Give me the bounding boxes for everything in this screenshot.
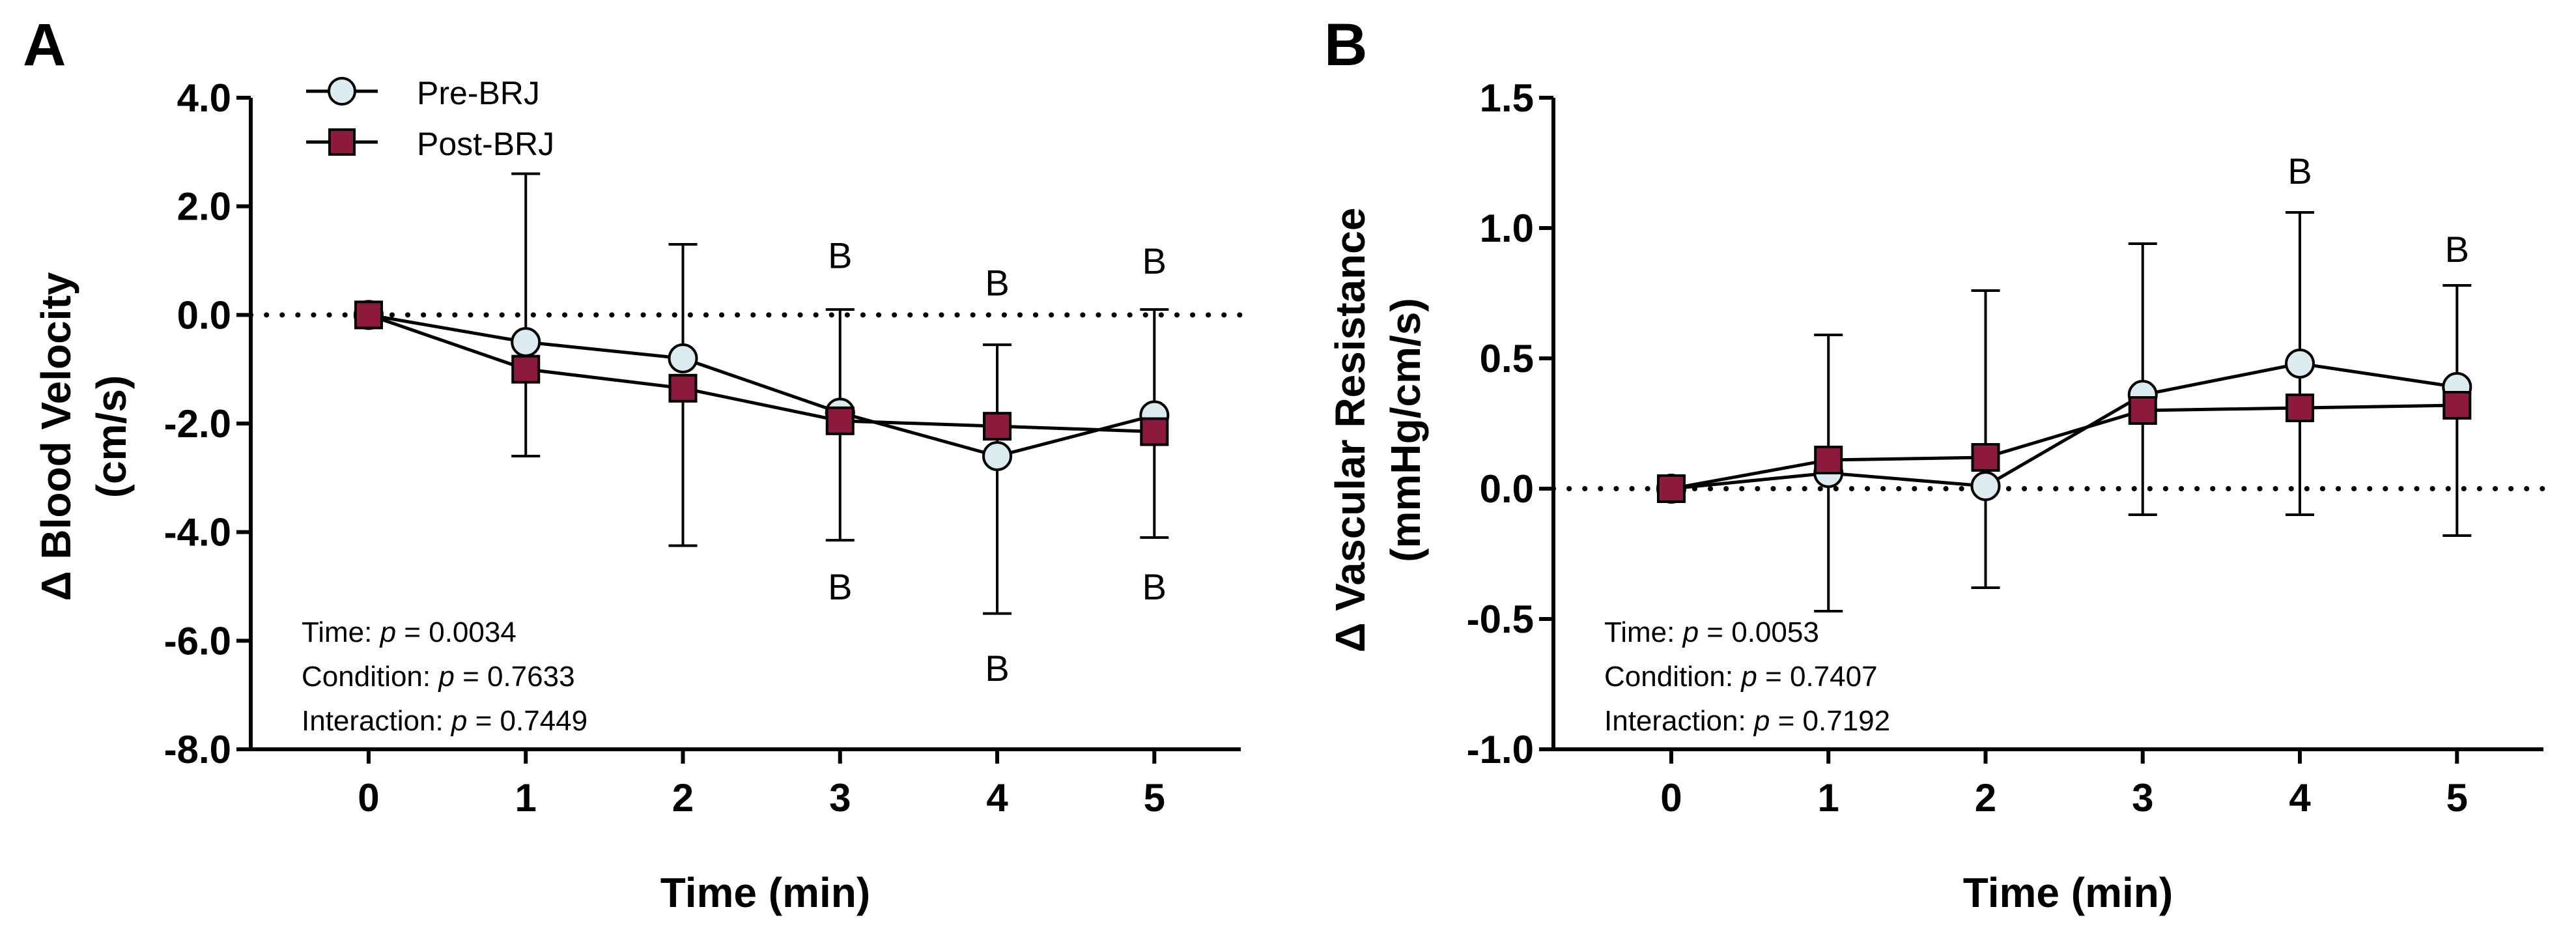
panel-a-x-tick-label: 5 (1144, 776, 1165, 820)
panel-a-x-tick-label: 0 (358, 776, 379, 820)
panel-b-post-brj-point (2442, 391, 2472, 420)
panel-a-post-brj-point (511, 354, 541, 384)
panel-a-significance-b: B (828, 566, 852, 607)
panel-b-y-tick-label: 1.5 (1480, 76, 1534, 120)
panel-b-post-brj-point (2286, 394, 2315, 422)
legend-post-brj-square-icon (328, 128, 356, 156)
panel-a-stats: Time: p = 0.0034 Condition: p = 0.7633 I… (302, 616, 587, 737)
panel-a-y-tick-label: 0.0 (177, 293, 231, 337)
panel-a-label: A (23, 12, 66, 78)
panel-a-series-lines (368, 313, 1155, 458)
panel-b-y-tick-label: -1.0 (1467, 728, 1534, 771)
legend-post-brj: Post-BRJ (306, 126, 554, 162)
panel-a-stat-time: Time: p = 0.0034 (302, 616, 517, 648)
legend-pre-brj: Pre-BRJ (306, 75, 540, 111)
panel-b-x-axis-title: Time (min) (1963, 869, 2173, 916)
panel-a-y-tick-label: 2.0 (177, 185, 231, 229)
panel-a-significance-labels: B B B B B B (828, 235, 1167, 689)
panel-b-significance-labels: BB (2287, 151, 2469, 270)
panel-a-x-tick-label: 1 (515, 776, 537, 820)
panel-a-pre-brj-point (511, 327, 541, 357)
panel-b-stat-condition: Condition: p = 0.7407 (1604, 661, 1878, 693)
panel-a-stat-interaction: Interaction: p = 0.7449 (302, 705, 587, 737)
panel-a-y-tick-label: -6.0 (164, 619, 231, 663)
panel-a-pre-brj-point (982, 441, 1013, 471)
panel-a-significance-b: B (985, 648, 1009, 689)
panel-b-pre-brj-line (1671, 362, 2457, 491)
panel-a: A Δ Blood Velocity (cm/s) Time (min) 4.0… (23, 12, 1243, 916)
panel-b-significance-b: B (2445, 229, 2469, 270)
legend-pre-brj-circle-icon (328, 77, 356, 106)
panel-a-post-brj-point (1140, 417, 1169, 446)
panel-a-x-tick-label: 3 (829, 776, 851, 820)
panel-a-significance-b: B (1142, 240, 1167, 281)
panel-b-markers (1656, 349, 2472, 504)
panel-a-post-brj-point (983, 412, 1012, 441)
panel-b-significance-b: B (2287, 151, 2312, 192)
panel-b-y-tick-label: 1.0 (1480, 207, 1534, 250)
panel-b-y-tick-label: 0.0 (1480, 467, 1534, 511)
panel-b-post-brj-point (1814, 446, 1843, 474)
panel-b-stats: Time: p = 0.0053 Condition: p = 0.7407 I… (1604, 616, 1890, 737)
panel-b-x-tick-label: 0 (1660, 776, 1682, 820)
panel-b-x-tick-label: 3 (2132, 776, 2153, 820)
panel-a-y-axis-title: Δ Blood Velocity (cm/s) (33, 272, 135, 601)
panel-a-significance-b: B (828, 235, 852, 276)
panel-b-x-tick-label: 2 (1975, 776, 1996, 820)
panel-b-stat-time: Time: p = 0.0053 (1604, 616, 1819, 648)
panel-b-x-tick-label: 5 (2446, 776, 2468, 820)
panel-a-markers (353, 300, 1170, 471)
panel-a-post-brj-point (668, 373, 698, 403)
panel-a-significance-b: B (1142, 566, 1167, 607)
panel-a-legend: Pre-BRJ Post-BRJ (306, 75, 554, 162)
panel-a-stat-condition: Condition: p = 0.7633 (302, 661, 575, 693)
panel-a-x-tick-label: 2 (672, 776, 694, 820)
panel-a-y-tick-label: -2.0 (164, 402, 231, 446)
legend-post-brj-label: Post-BRJ (417, 126, 554, 162)
panel-b-pre-brj-point (2285, 349, 2315, 379)
panel-a-post-brj-point (354, 300, 383, 330)
panel-b-axes: 1.5 1.0 0.5 0.0 -0.5 -1.0 0 1 2 3 4 5 (1467, 76, 2543, 820)
panel-b-y-label-line2: (mmHg/cm/s) (1382, 298, 1429, 562)
panel-b-y-axis-title: Δ Vascular Resistance (mmHg/cm/s) (1327, 208, 1429, 653)
panel-a-x-tick-label: 4 (986, 776, 1008, 820)
legend-pre-brj-label: Pre-BRJ (417, 75, 540, 111)
panel-b-post-brj-point (1971, 443, 2000, 472)
panel-a-y-label-line1: Δ Blood Velocity (33, 272, 79, 601)
panel-a-post-brj-point (825, 406, 855, 435)
panel-b-y-tick-label: -0.5 (1467, 597, 1534, 641)
panel-b-post-brj-point (2128, 396, 2157, 425)
panel-b-x-tick-label: 4 (2289, 776, 2311, 820)
panel-b-series-lines (1671, 362, 2457, 491)
panel-b-y-label-line1: Δ Vascular Resistance (1327, 208, 1374, 653)
panel-b-y-tick-label: 0.5 (1480, 337, 1534, 381)
panel-b-pre-brj-point (1970, 471, 2001, 501)
panel-b-post-brj-point (1656, 474, 1686, 503)
panel-b-stat-interaction: Interaction: p = 0.7192 (1604, 705, 1890, 737)
panel-b-post-brj-line (1671, 403, 2457, 491)
panel-a-y-tick-label: 4.0 (177, 76, 231, 120)
panel-b-label: B (1324, 12, 1367, 78)
panel-b-x-tick-label: 1 (1818, 776, 1839, 820)
panel-a-post-brj-line (368, 313, 1155, 433)
panel-a-pre-brj-point (668, 343, 698, 373)
panel-a-pre-brj-line (368, 313, 1155, 458)
panel-a-significance-b: B (985, 262, 1009, 303)
panel-a-y-label-line2: (cm/s) (88, 375, 135, 498)
panel-b: B Δ Vascular Resistance (mmHg/cm/s) Time… (1324, 12, 2546, 916)
panel-a-y-tick-label: -8.0 (164, 728, 231, 771)
panel-a-x-axis-title: Time (min) (660, 869, 870, 916)
panel-a-y-tick-label: -4.0 (164, 511, 231, 554)
